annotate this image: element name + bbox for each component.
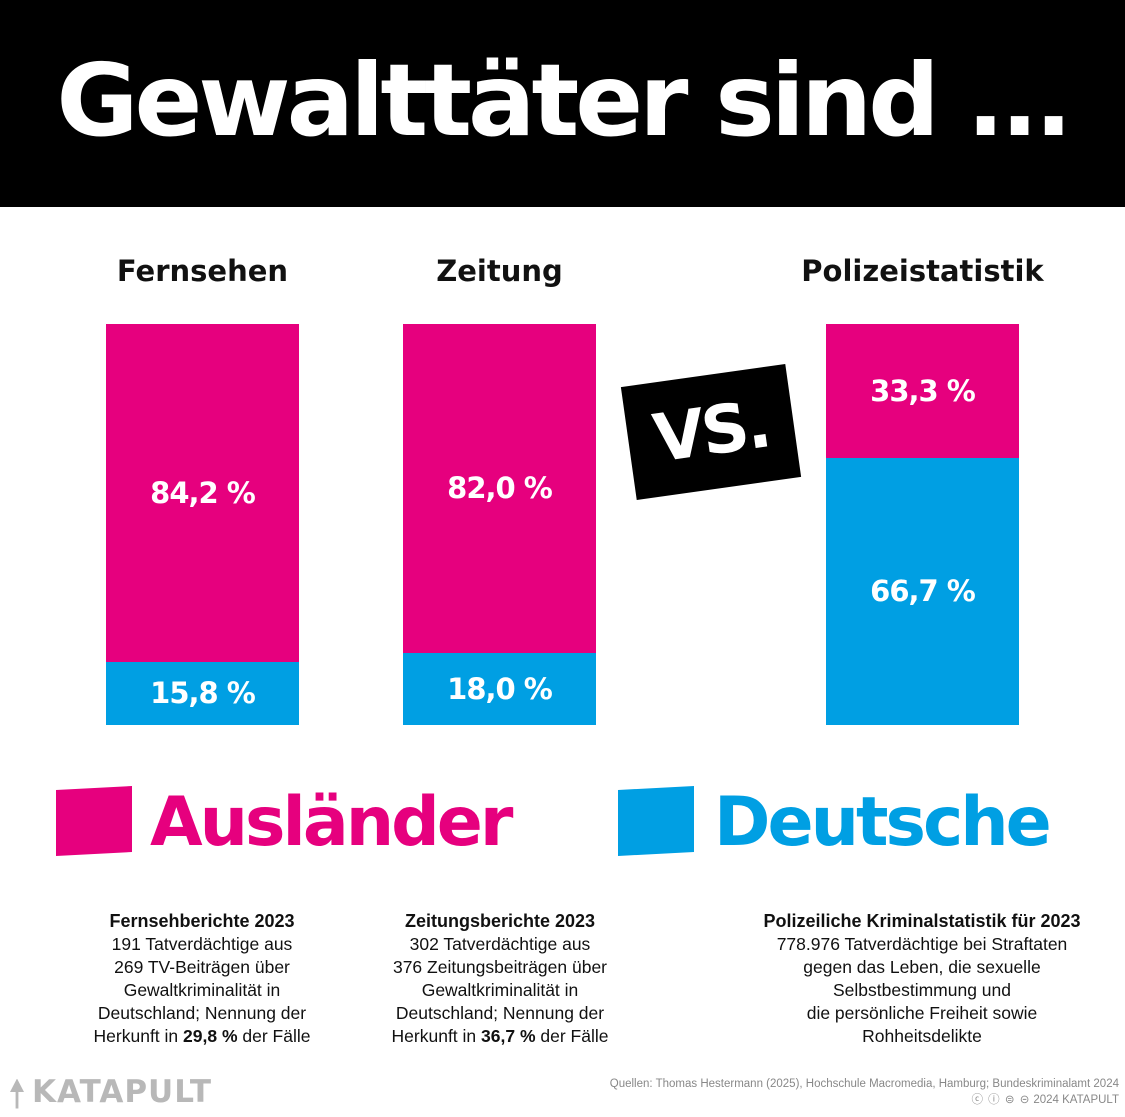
note-title: Fernsehberichte 2023: [109, 911, 295, 931]
bar-segment-auslaender: [106, 324, 299, 662]
note-text: Herkunft in: [391, 1026, 482, 1046]
note-line: 778.976 Tatverdächtige bei Straftaten: [776, 934, 1068, 954]
bar-segment-auslaender: [826, 324, 1019, 458]
note-line: 376 Zeitungsbeiträgen über: [392, 957, 608, 977]
data-label-auslaender: 82,0 %: [447, 471, 553, 506]
note-zeitungsberichte: Zeitungsberichte 2023 302 Tatverdächtige…: [360, 910, 640, 1048]
data-label-auslaender: 33,3 %: [870, 373, 976, 408]
note-line: gegen das Leben, die sexuelle: [803, 957, 1041, 977]
note-kriminalstatistik: Polizeiliche Kriminalstatistik für 2023 …: [722, 910, 1122, 1048]
bar-zeitung: 82,0 % 18,0 %: [403, 324, 596, 725]
note-highlight: 36,7 %: [481, 1026, 536, 1046]
note-line: Deutschland; Nennung der: [97, 1003, 307, 1023]
note-line: die persönliche Freiheit sowie: [806, 1003, 1038, 1023]
bar-polizeistatistik: 33,3 % 66,7 %: [826, 324, 1019, 725]
cc-license-icon: ⓒ ⓘ ⊜ ⊝: [971, 1094, 1031, 1106]
vs-label: VS.: [648, 385, 774, 478]
sources-text: Quellen: Thomas Hestermann (2025), Hochs…: [609, 1078, 1119, 1090]
logo-text: KATAPULT: [32, 1074, 212, 1110]
data-label-auslaender: 84,2 %: [150, 475, 256, 510]
note-title: Polizeiliche Kriminalstatistik für 2023: [763, 911, 1081, 931]
logo-mark-icon: [10, 1078, 24, 1109]
note-line: Gewaltkriminalität in: [123, 980, 281, 1000]
katapult-logo: KATAPULT: [10, 1072, 212, 1112]
data-label-deutsche: 18,0 %: [447, 671, 553, 706]
source-credits: Quellen: Thomas Hestermann (2025), Hochs…: [610, 1076, 1119, 1108]
note-line: Herkunft in 36,7 % der Fälle: [360, 1025, 640, 1048]
note-title: Zeitungsberichte 2023: [404, 911, 596, 931]
bar-fernsehen: 84,2 % 15,8 %: [106, 324, 299, 725]
note-line: Rohheitsdelikte: [862, 1026, 982, 1046]
data-label-deutsche: 15,8 %: [150, 676, 256, 711]
note-text: der Fälle: [237, 1026, 311, 1046]
bar-segment-auslaender: [403, 324, 596, 653]
column-title-fernsehen: Fernsehen: [116, 254, 289, 288]
legend-label-deutsche: Deutsche: [714, 783, 1052, 862]
data-label-deutsche: 66,7 %: [870, 574, 976, 609]
page-title: Gewalttäter sind ...: [56, 42, 1072, 159]
header-banner: Gewalttäter sind ...: [0, 0, 1125, 207]
note-line: Gewaltkriminalität in: [421, 980, 579, 1000]
copyright-line: ⓒ ⓘ ⊜ ⊝ 2024 KATAPULT: [610, 1092, 1119, 1108]
column-title-zeitung: Zeitung: [436, 254, 563, 288]
note-line: Herkunft in 29,8 % der Fälle: [62, 1025, 342, 1048]
note-line: 269 TV-Beiträgen über: [114, 957, 290, 977]
bar-segment-deutsche: [403, 652, 596, 725]
column-title-polizeistatistik: Polizeistatistik: [801, 254, 1044, 288]
legend-label-auslaender: Ausländer: [150, 783, 513, 862]
note-text: der Fälle: [535, 1026, 609, 1046]
bar-segment-deutsche: [826, 457, 1019, 725]
note-highlight: 29,8 %: [183, 1026, 238, 1046]
legend-swatch-auslaender: [56, 786, 132, 856]
copyright-text: 2024 KATAPULT: [1033, 1094, 1119, 1106]
note-fernsehberichte: Fernsehberichte 2023 191 Tatverdächtige …: [62, 910, 342, 1048]
note-line: Deutschland; Nennung der: [395, 1003, 605, 1023]
note-line: 302 Tatverdächtige aus: [409, 934, 591, 954]
note-line: 191 Tatverdächtige aus: [111, 934, 293, 954]
note-text: Herkunft in: [93, 1026, 184, 1046]
legend-swatch-deutsche: [618, 786, 694, 856]
bar-segment-deutsche: [106, 661, 299, 725]
note-line: Selbstbestimmung und: [832, 980, 1012, 1000]
